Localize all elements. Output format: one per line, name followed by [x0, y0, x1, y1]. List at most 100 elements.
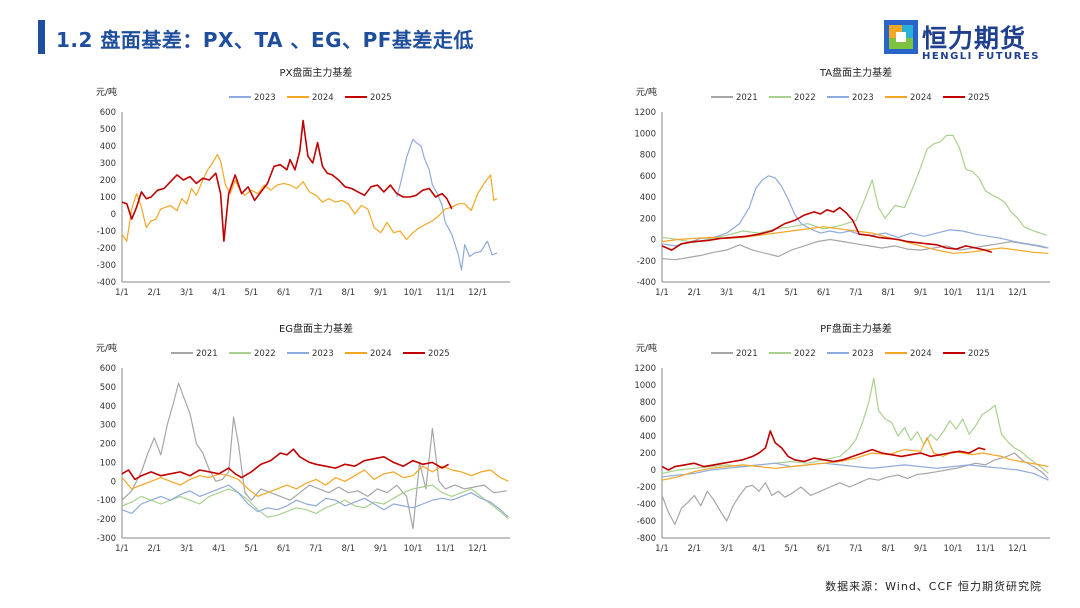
x-tick-label: 9/1 — [914, 544, 928, 554]
page-title: 1.2 盘面基差：PX、TA 、EG、PF基差走低 — [56, 28, 474, 52]
x-tick-label: 9/1 — [374, 288, 388, 298]
x-tick-label: 7/1 — [309, 288, 323, 298]
y-tick-label: 200 — [100, 176, 116, 186]
x-tick-label: 8/1 — [881, 288, 895, 298]
series-line-2024 — [661, 226, 1049, 254]
series-line-2025 — [661, 430, 986, 471]
series-line-2022 — [121, 484, 509, 520]
y-tick-label: -800 — [637, 534, 656, 544]
x-tick-label: 7/1 — [849, 288, 863, 298]
x-tick-label: 1/1 — [115, 544, 129, 554]
x-tick-label: 7/1 — [309, 544, 323, 554]
legend-label-2023: 2023 — [254, 93, 276, 103]
title-accent-bar — [38, 20, 45, 54]
x-tick-label: 10/1 — [943, 288, 962, 298]
legend-label-2025: 2025 — [370, 93, 392, 103]
y-tick-label: 800 — [640, 151, 656, 161]
y-tick-label: 0 — [111, 477, 116, 487]
x-tick-label: 8/1 — [341, 288, 355, 298]
legend-label-2024: 2024 — [910, 93, 932, 103]
legend-label-2023: 2023 — [852, 349, 874, 359]
series-line-2025 — [121, 448, 450, 481]
x-tick-label: 6/1 — [817, 544, 831, 554]
y-tick-label: 1200 — [634, 364, 656, 374]
y-tick-label: 600 — [640, 172, 656, 182]
legend-label-2025: 2025 — [428, 349, 450, 359]
y-tick-label: 0 — [651, 466, 656, 476]
y-tick-label: -600 — [637, 517, 656, 527]
y-tick-label: 0 — [651, 236, 656, 246]
y-tick-label: -400 — [637, 500, 656, 510]
y-tick-label: 1000 — [634, 129, 656, 139]
x-tick-label: 8/1 — [881, 544, 895, 554]
y-tick-label: 600 — [640, 415, 656, 425]
x-tick-label: 1/1 — [655, 288, 669, 298]
x-tick-label: 12/1 — [468, 544, 487, 554]
y-unit-label: 元/吨 — [96, 86, 117, 98]
series-line-2023 — [661, 462, 1049, 481]
y-unit-label: 元/吨 — [96, 342, 117, 354]
legend-label-2022: 2022 — [794, 93, 816, 103]
series-line-2023 — [661, 175, 1049, 249]
logo: 恒力期货 HENGLI FUTURES — [884, 18, 1054, 64]
y-tick-label: -300 — [97, 261, 116, 271]
y-tick-label: 200 — [640, 449, 656, 459]
legend-label-2024: 2024 — [910, 349, 932, 359]
y-tick-label: 0 — [111, 210, 116, 220]
legend-label-2025: 2025 — [968, 349, 990, 359]
x-tick-label: 5/1 — [244, 544, 258, 554]
series-line-2024 — [121, 465, 509, 497]
x-tick-label: 12/1 — [468, 288, 487, 298]
x-tick-label: 12/1 — [1008, 288, 1027, 298]
x-tick-label: 2/1 — [147, 288, 161, 298]
x-tick-label: 2/1 — [687, 544, 701, 554]
legend-label-2024: 2024 — [370, 349, 392, 359]
chart-px-basis: PX盘面主力基差 元/吨 2023 2024 2025 600 500 400 300 200 10… — [0, 62, 520, 312]
x-tick-label: 11/1 — [976, 544, 995, 554]
y-tick-label: 400 — [640, 432, 656, 442]
x-tick-label: 4/1 — [752, 288, 766, 298]
series-line-2022 — [661, 134, 1047, 244]
x-tick-label: 12/1 — [1008, 544, 1027, 554]
y-tick-label: -200 — [97, 515, 116, 525]
x-tick-label: 11/1 — [976, 288, 995, 298]
legend-label-2021: 2021 — [736, 93, 758, 103]
series-line-2021 — [661, 238, 1047, 261]
chart-pf-basis: PF盘面主力基差 元/吨 2021 2022 2023 2024 2025 1200 1000 8… — [540, 318, 1060, 568]
x-tick-label: 2/1 — [147, 544, 161, 554]
y-tick-label: 1200 — [634, 108, 656, 118]
x-tick-label: 3/1 — [180, 288, 194, 298]
legend-label-2021: 2021 — [736, 349, 758, 359]
series-line-2021 — [661, 452, 1049, 525]
x-tick-label: 11/1 — [436, 288, 455, 298]
y-tick-label: -200 — [637, 257, 656, 267]
y-tick-label: 600 — [100, 108, 116, 118]
x-tick-label: 3/1 — [720, 288, 734, 298]
x-tick-label: 9/1 — [374, 544, 388, 554]
y-tick-label: 1000 — [634, 381, 656, 391]
y-tick-label: 400 — [640, 193, 656, 203]
series-line-2023 — [396, 138, 498, 271]
y-tick-label: 300 — [100, 421, 116, 431]
series-line-2023 — [121, 484, 509, 518]
x-tick-label: 4/1 — [212, 544, 226, 554]
legend-label-2023: 2023 — [312, 349, 334, 359]
x-tick-label: 1/1 — [655, 544, 669, 554]
series-line-2022 — [661, 377, 1049, 474]
y-tick-label: 500 — [100, 383, 116, 393]
x-tick-label: 10/1 — [403, 544, 422, 554]
x-tick-label: 10/1 — [403, 288, 422, 298]
y-tick-label: 200 — [100, 440, 116, 450]
y-tick-label: 300 — [100, 159, 116, 169]
logo-icon — [884, 20, 918, 54]
y-tick-label: -100 — [97, 496, 116, 506]
logo-subtitle: HENGLI FUTURES — [922, 51, 1040, 61]
chart-title: PX盘面主力基差 — [280, 66, 353, 79]
y-tick-label: 100 — [100, 458, 116, 468]
legend-label-2022: 2022 — [254, 349, 276, 359]
y-unit-label: 元/吨 — [636, 86, 657, 98]
chart-title: EG盘面主力基差 — [279, 322, 353, 335]
